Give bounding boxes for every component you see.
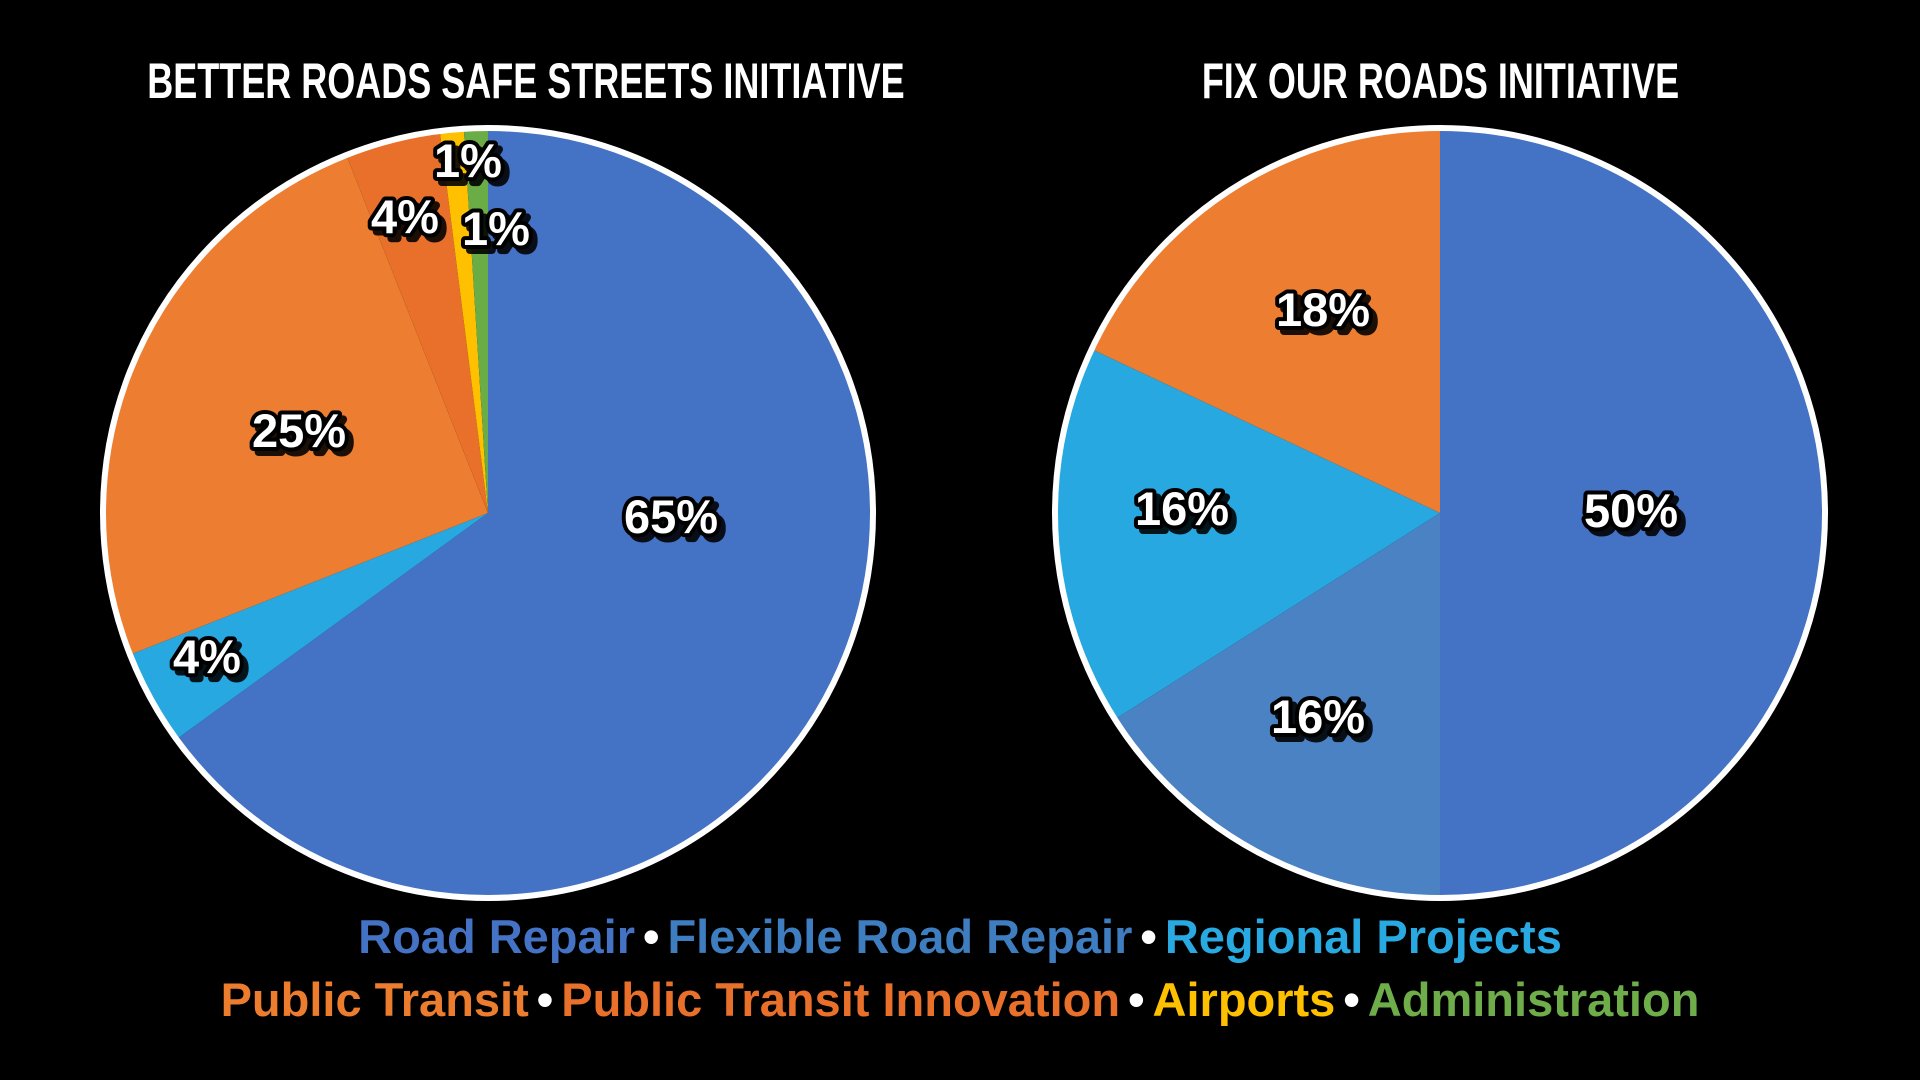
left-chart-title-text: BETTER ROADS SAFE STREETS INITIATIVE [147, 53, 905, 109]
left-chart-title: BETTER ROADS SAFE STREETS INITIATIVE [0, 55, 968, 107]
slice-label-airports: 1% [434, 134, 502, 187]
pie-chart-fix-our-roads-initiative: 50%50%16%16%16%16%18%18% [1052, 125, 1828, 901]
pie-outline [100, 125, 876, 901]
slice-public-transit [103, 155, 488, 655]
slice-road-repair [1440, 128, 1825, 898]
slice-label-road-repair: 65% [624, 490, 718, 543]
slice-label-road-repair: 50% [1584, 484, 1678, 537]
slice-label-shadow-administration: 1% [467, 207, 535, 260]
slice-label-shadow-regional-projects: 4% [178, 635, 246, 688]
legend-separator-bullet: • [1128, 973, 1145, 1026]
legend-separator-bullet: • [1343, 973, 1360, 1026]
legend-item-flexible-road-repair: Flexible Road Repair [667, 910, 1133, 963]
slice-label-public-transit-innovation: 4% [371, 190, 439, 243]
slice-label-flexible-road-repair: 16% [1271, 690, 1365, 743]
slice-label-administration: 1% [462, 202, 530, 255]
slice-public-transit-innovation [346, 131, 488, 514]
slice-label-shadow-road-repair: 65% [629, 495, 723, 548]
slice-label-shadow-regional-projects: 16% [1140, 487, 1234, 540]
legend-item-public-transit-innovation: Public Transit Innovation [561, 973, 1121, 1026]
slice-airports [439, 128, 488, 513]
legend-item-public-transit: Public Transit [220, 973, 529, 1026]
slice-flexible-road-repair [1114, 513, 1440, 898]
slice-label-shadow-public-transit: 25% [257, 409, 351, 462]
slice-label-shadow-public-transit-innovation: 4% [376, 195, 444, 248]
legend: Road Repair • Flexible Road Repair • Regiona… [0, 905, 1920, 1031]
pie-chart-better-roads-safe-streets-initiative: 65%65%4%4%25%25%4%4%1%1%1%1% [100, 125, 876, 901]
legend-item-road-repair: Road Repair [358, 910, 635, 963]
legend-row-2: Public Transit • Public Transit Innovation… [0, 968, 1920, 1031]
slice-administration [463, 128, 488, 513]
slice-road-repair [176, 128, 874, 898]
legend-item-airports: Airports [1152, 973, 1336, 1026]
slice-label-regional-projects: 4% [173, 630, 241, 683]
slice-label-regional-projects: 16% [1135, 482, 1229, 535]
legend-row-1: Road Repair • Flexible Road Repair • Regiona… [0, 905, 1920, 968]
right-chart-title: FIX OUR ROADS INITIATIVE [956, 55, 1920, 107]
slice-label-public-transit: 25% [252, 404, 346, 457]
legend-separator-bullet: • [643, 910, 660, 963]
legend-item-regional-projects: Regional Projects [1164, 910, 1562, 963]
legend-separator-bullet: • [536, 973, 554, 1026]
slice-label-public-transit: 18% [1276, 283, 1370, 336]
right-chart-title-text: FIX OUR ROADS INITIATIVE [1201, 53, 1679, 109]
slice-label-shadow-road-repair: 50% [1589, 489, 1683, 542]
legend-separator-bullet: • [1140, 910, 1157, 963]
slice-label-shadow-public-transit: 18% [1281, 288, 1375, 341]
slice-public-transit [1091, 128, 1440, 513]
pie-outline [1052, 125, 1828, 901]
slice-regional-projects [130, 513, 488, 740]
slice-label-shadow-airports: 1% [439, 139, 507, 192]
slice-regional-projects [1054, 349, 1440, 720]
legend-item-administration: Administration [1367, 973, 1700, 1026]
slice-label-shadow-flexible-road-repair: 16% [1276, 695, 1370, 748]
